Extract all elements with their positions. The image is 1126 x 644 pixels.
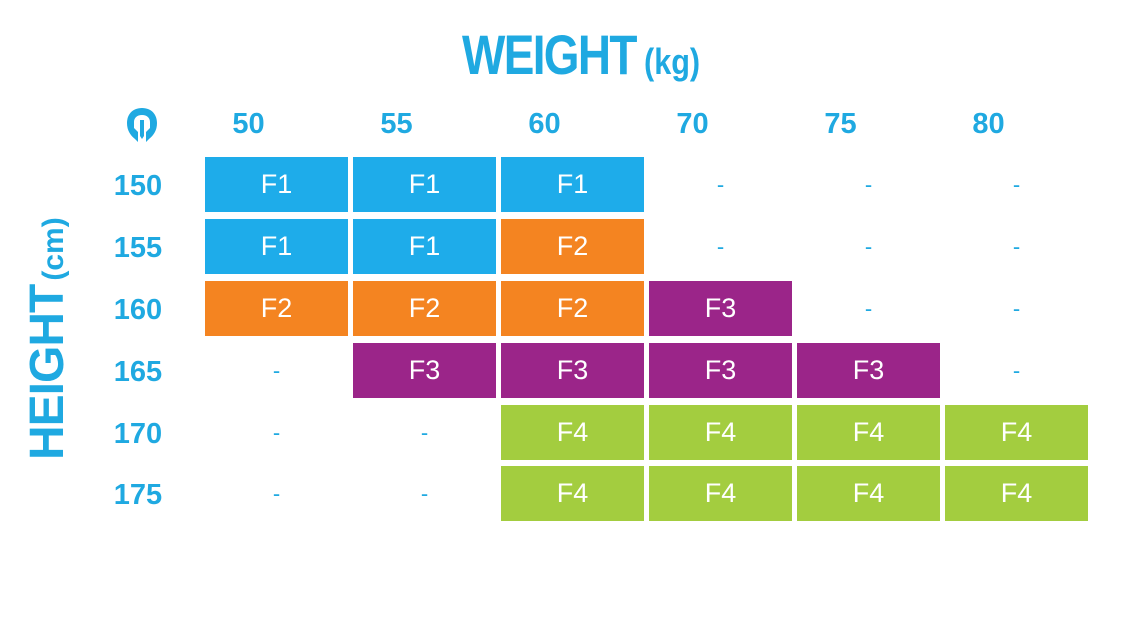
size-cell: - (272, 419, 281, 445)
column-header-50: 50 (232, 108, 265, 140)
column-header-70: 70 (676, 108, 709, 140)
title-unit: (kg) (643, 41, 701, 82)
row-header-175: 175 (113, 479, 163, 511)
column-header-80: 80 (972, 108, 1005, 140)
size-cell: F3 (501, 343, 644, 398)
row-header-155: 155 (113, 232, 163, 264)
size-cell: F4 (649, 405, 792, 460)
size-cell: F4 (945, 466, 1088, 521)
title-text: WEIGHT (462, 23, 637, 86)
row-header-150: 150 (113, 170, 163, 202)
size-cell: F1 (205, 219, 348, 274)
size-cell: F4 (501, 405, 644, 460)
size-cell: F3 (353, 343, 496, 398)
size-cell: - (1012, 357, 1021, 383)
column-header-75: 75 (824, 108, 857, 140)
row-header-165: 165 (113, 356, 163, 388)
size-cell: - (864, 233, 873, 259)
size-cell: F1 (353, 157, 496, 212)
size-cell: - (716, 233, 725, 259)
size-cell: F4 (797, 466, 940, 521)
size-cell: - (1012, 171, 1021, 197)
helmet-logo-icon (127, 108, 157, 142)
size-cell: F4 (501, 466, 644, 521)
size-cell: - (1012, 295, 1021, 321)
size-cell: F3 (649, 281, 792, 336)
size-cell: F1 (501, 157, 644, 212)
size-cell: F2 (353, 281, 496, 336)
column-header-60: 60 (528, 108, 561, 140)
size-cell: F4 (797, 405, 940, 460)
size-cell: F2 (501, 281, 644, 336)
size-cell: - (272, 357, 281, 383)
size-cell: F4 (649, 466, 792, 521)
size-cell: F2 (501, 219, 644, 274)
size-cell: - (716, 171, 725, 197)
size-cell: - (864, 171, 873, 197)
size-cell: - (420, 480, 429, 506)
row-header-160: 160 (113, 294, 163, 326)
size-cell: - (864, 295, 873, 321)
chart-title: WEIGHT (kg) (462, 22, 710, 87)
column-header-55: 55 (380, 108, 413, 140)
size-cell: - (1012, 233, 1021, 259)
row-header-170: 170 (113, 418, 163, 450)
size-cell: F3 (797, 343, 940, 398)
size-cell: F4 (945, 405, 1088, 460)
size-cell: F1 (205, 157, 348, 212)
size-cell: F2 (205, 281, 348, 336)
size-cell: - (420, 419, 429, 445)
size-cell: F3 (649, 343, 792, 398)
size-cell: F1 (353, 219, 496, 274)
size-cell: - (272, 480, 281, 506)
